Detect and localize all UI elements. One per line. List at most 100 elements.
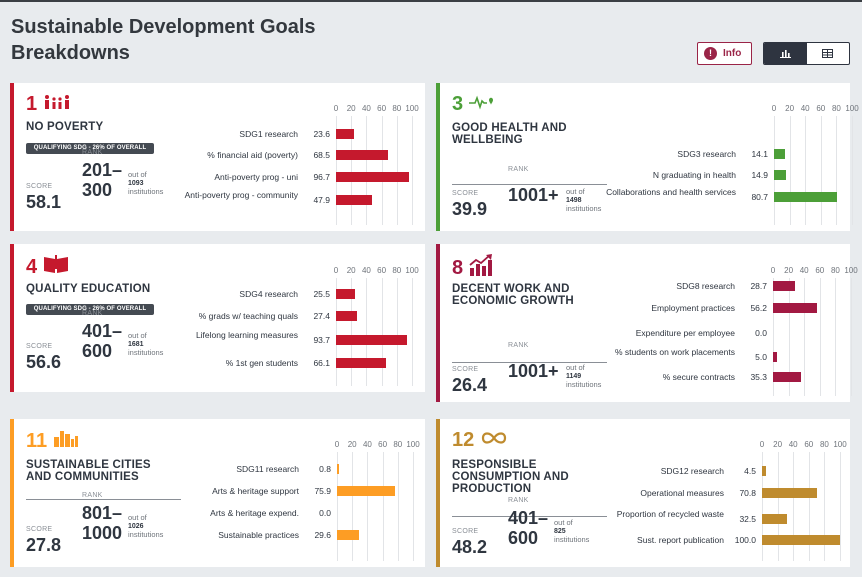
gridline: [789, 116, 791, 225]
total-institutions: 825: [554, 528, 566, 535]
metric-value: 80.7: [751, 192, 768, 202]
axis-tick-label: 60: [816, 104, 826, 113]
out-of-text: out of: [128, 513, 147, 522]
metric-label: Proportion of recycled waste: [616, 509, 724, 519]
axis-tick-label: 80: [392, 104, 402, 113]
gridline: [852, 116, 853, 225]
metric-bar: [762, 514, 788, 524]
rank-label: RANK: [82, 310, 103, 317]
axis-tick-label: 40: [788, 440, 798, 449]
institutions-text: institutions: [128, 187, 164, 196]
metric-bar: [773, 372, 801, 382]
gridline: [777, 452, 779, 561]
total-institutions: 1026: [128, 523, 144, 530]
score-value: 26.4: [452, 375, 488, 395]
gridline: [381, 278, 383, 386]
metric-value: 35.3: [750, 372, 767, 382]
divider: [26, 499, 181, 500]
chart-view-button[interactable]: [764, 43, 807, 64]
score-label: SCORE: [452, 366, 479, 373]
gridline: [793, 452, 795, 561]
qualifying-badge: QUALIFYING SDG - 26% OF OVERALL: [26, 143, 154, 154]
metric-label: SDG12 research: [660, 466, 724, 476]
metric-label: % secure contracts: [662, 372, 735, 382]
metric-value: 47.9: [313, 195, 330, 205]
metric-value: 14.1: [751, 149, 768, 159]
rank-label: RANK: [508, 166, 529, 173]
rank-value: 1001+: [508, 185, 559, 205]
gridline: [396, 278, 398, 386]
metric-bar: [336, 289, 356, 299]
score-label: SCORE: [26, 183, 53, 190]
rank-label: RANK: [508, 497, 529, 504]
goal-number: 3: [452, 93, 464, 115]
metric-value: 4.5: [744, 466, 756, 476]
metric-label: N graduating in health: [652, 170, 736, 180]
metric-bar: [774, 170, 786, 180]
axis-tick-label: 80: [819, 440, 829, 449]
goal-title: SUSTAINABLE CITIES AND COMMUNITIES: [26, 459, 151, 483]
divider: [452, 516, 607, 517]
gridline: [819, 278, 821, 396]
rank-out-of: out of 1149 institutions: [566, 364, 601, 389]
divider: [452, 362, 607, 363]
gridline: [840, 452, 841, 561]
axis-tick-label: 100: [844, 266, 858, 275]
gridline: [381, 116, 383, 225]
total-institutions: 1498: [566, 197, 582, 204]
metric-bar: [762, 535, 840, 545]
goal-title: NO POVERTY: [26, 121, 104, 133]
metric-bar: [773, 281, 796, 291]
total-institutions: 1149: [566, 373, 582, 380]
metric-value: 68.5: [313, 150, 330, 160]
metric-value: 0.0: [755, 328, 767, 338]
metric-bar: [336, 358, 387, 368]
metric-bar: [336, 335, 408, 345]
metric-bar: [773, 352, 777, 362]
metric-value: 32.5: [739, 514, 756, 524]
metric-label: SDG3 research: [677, 149, 736, 159]
metric-bar: [774, 192, 837, 202]
rank-label: RANK: [82, 149, 103, 156]
metric-label: Expenditure per employee: [635, 328, 735, 338]
metric-label: SDG8 research: [676, 281, 735, 291]
gridline: [773, 278, 774, 396]
table-view-button[interactable]: [807, 43, 850, 64]
score-label: SCORE: [452, 528, 479, 535]
out-of-text: out of: [554, 518, 573, 527]
score-label: SCORE: [26, 343, 53, 350]
axis-tick-label: 0: [770, 266, 776, 275]
goal-number: 11: [26, 429, 48, 452]
axis-tick-label: 0: [759, 440, 765, 449]
gridline: [366, 278, 368, 386]
gridline: [336, 116, 337, 225]
metric-value: 70.8: [739, 488, 756, 498]
rank-value: 401– 600: [508, 508, 549, 548]
gridline: [836, 116, 838, 225]
metric-value: 100.0: [734, 535, 756, 545]
metric-label: SDG1 research: [239, 129, 298, 139]
info-button[interactable]: ! Info: [697, 42, 752, 65]
metric-label: % financial aid (poverty): [207, 150, 298, 160]
rank-label: RANK: [82, 492, 103, 499]
axis-tick-label: 80: [830, 266, 840, 275]
axis-tick-label: 40: [362, 440, 372, 449]
metric-label: Operational measures: [640, 488, 724, 498]
axis-tick-label: 80: [392, 266, 402, 275]
metric-bar: [773, 303, 817, 313]
metric-label: Arts & heritage support: [212, 486, 299, 496]
heartbeat-icon: [469, 94, 495, 115]
axis-tick-label: 0: [771, 104, 777, 113]
rank-value: 801– 1000: [82, 503, 123, 543]
score-value: 58.1: [26, 192, 62, 212]
gridline: [336, 278, 337, 386]
axis-tick-label: 40: [361, 104, 371, 113]
metric-bar: [336, 172, 410, 182]
goal-header: 1: [26, 93, 71, 115]
metric-label: Sust. report publication: [637, 535, 724, 545]
growth-chart-icon: [469, 254, 493, 281]
metric-bar: [337, 486, 395, 496]
metric-value: 0.8: [319, 464, 331, 474]
metric-value: 75.9: [314, 486, 331, 496]
gridline: [412, 116, 413, 225]
